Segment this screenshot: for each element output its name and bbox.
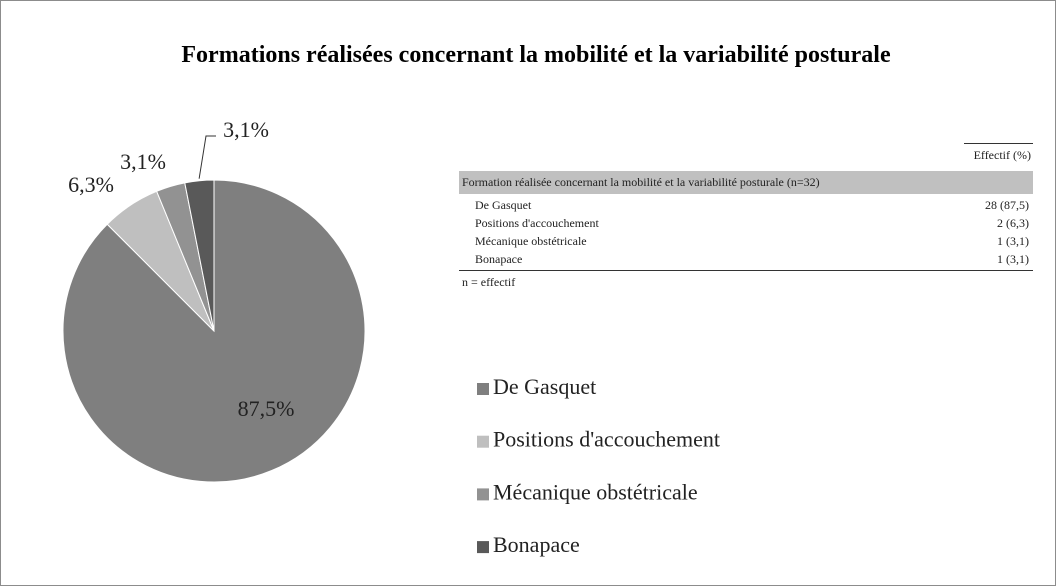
legend-swatch (477, 488, 489, 501)
table: Effectif (%) Formation réalisée concerna… (459, 143, 1033, 294)
pie-slice (184, 179, 215, 332)
data-label: 3,1% (223, 117, 269, 142)
table-row: Positions d'accouchement 2 (6,3) (459, 214, 1033, 232)
table-row: De Gasquet 28 (87,5) (459, 196, 1033, 214)
table-cell: 28 (87,5) (985, 198, 1029, 212)
table-row: Bonapace 1 (3,1) (459, 250, 1033, 268)
table-row: Mécanique obstétricale 1 (3,1) (459, 232, 1033, 250)
table-cell: 2 (6,3) (997, 216, 1029, 230)
legend-label: Bonapace (493, 532, 580, 557)
table-group-row: Formation réalisée concernant la mobilit… (459, 171, 1033, 194)
table-body: De Gasquet 28 (87,5) Positions d'accouchem… (459, 194, 1033, 271)
data-label: 6,3% (68, 172, 114, 197)
legend-label: De Gasquet (493, 374, 596, 399)
leader-line (198, 135, 216, 179)
table-cell: 1 (3,1) (997, 234, 1029, 248)
table-cell: De Gasquet (475, 198, 532, 212)
data-label: 87,5% (238, 396, 295, 421)
data-label: 3,1% (120, 149, 166, 174)
table-header: Effectif (%) (963, 143, 1033, 163)
table-cell: Mécanique obstétricale (475, 234, 587, 248)
table-group: Formation réalisée concernant la mobilit… (462, 175, 820, 189)
table-cell: Bonapace (475, 252, 523, 266)
legend-label: Mécanique obstétricale (493, 479, 698, 504)
table-cell: 1 (3,1) (997, 252, 1029, 266)
table-cell: Positions d'accouchement (475, 216, 599, 230)
table-header-row: Effectif (%) (459, 143, 1033, 171)
legend-swatch (477, 541, 489, 554)
table-note: n = effectif (462, 275, 516, 289)
legend-swatch (477, 435, 489, 448)
legend-swatch (477, 383, 489, 395)
chart-title: Formations réalisées concernant la mobil… (181, 42, 891, 68)
legend-label: Positions d'accouchement (493, 427, 720, 452)
